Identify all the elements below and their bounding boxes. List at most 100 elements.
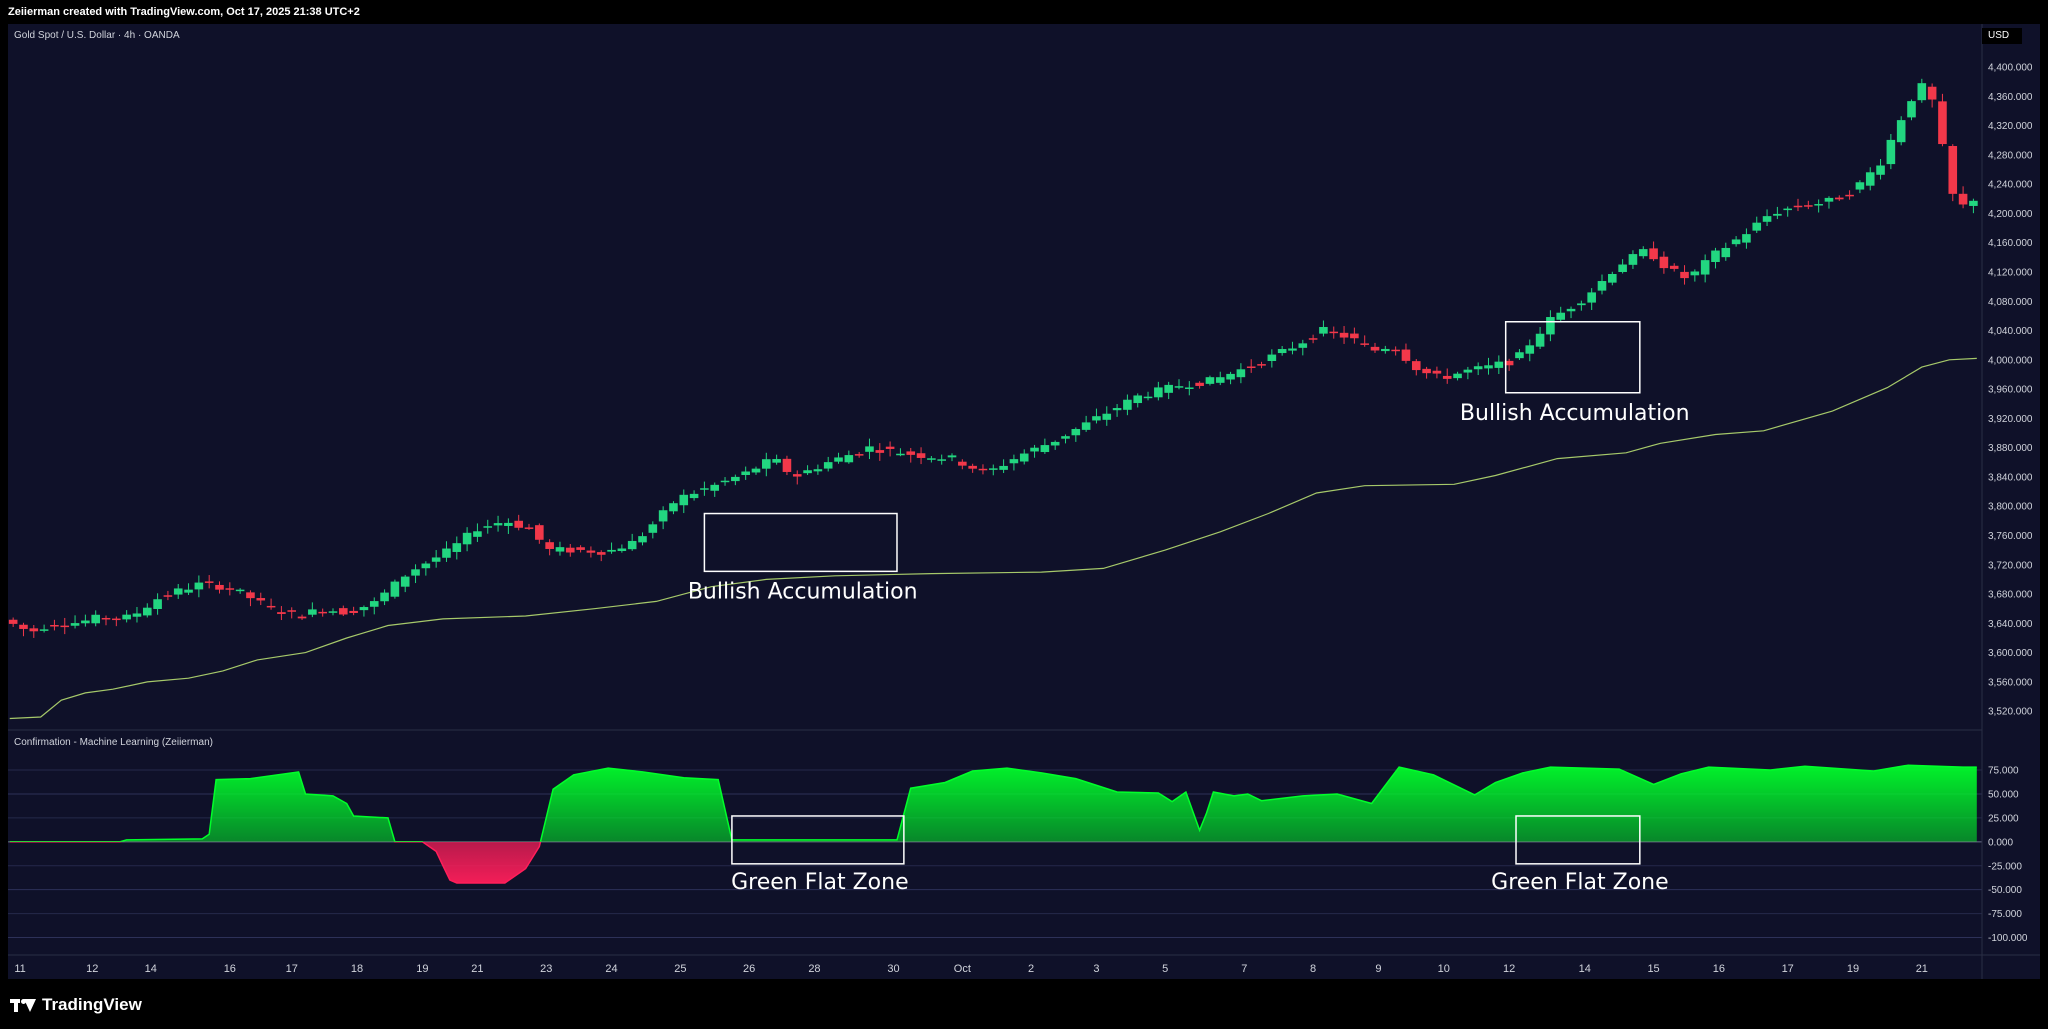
candle-body [1370, 346, 1380, 351]
candle-body [266, 605, 276, 608]
candle-body [1793, 205, 1803, 208]
candle-body [308, 609, 317, 615]
moving-average-line [9, 357, 1977, 720]
candle-body [1081, 422, 1091, 430]
candle-body [1040, 445, 1050, 453]
price-tick-label: 3,960.000 [1988, 385, 2033, 396]
candle-body [689, 493, 699, 499]
time-tick-label: 21 [471, 963, 483, 975]
time-tick-label: 14 [1579, 963, 1591, 975]
candle-body [1628, 254, 1638, 265]
candle-body [1711, 250, 1720, 262]
candle-body [1432, 370, 1442, 374]
annotation-label: Bullish Accumulation [688, 579, 918, 604]
candle-body [400, 576, 410, 587]
candle-body [1504, 360, 1514, 366]
osc-negative-area [422, 841, 541, 883]
candle-body [235, 589, 245, 592]
candle-body [1556, 312, 1566, 320]
candle-body [1969, 200, 1978, 206]
candle-body [246, 592, 255, 599]
candle-body [277, 612, 286, 614]
candle-body [452, 543, 462, 552]
candle-body [792, 474, 802, 477]
candle-body [1050, 441, 1060, 446]
candle-body [112, 618, 121, 621]
annotation-label: Green Flat Zone [731, 870, 909, 895]
time-tick-label: 28 [808, 963, 820, 975]
currency-badge[interactable]: USD [1982, 28, 2022, 44]
candle-body [524, 527, 534, 529]
time-tick-label: 19 [1847, 963, 1859, 975]
price-tick-label: 3,800.000 [1988, 502, 2033, 513]
candle-body [8, 619, 18, 624]
price-chart-svg[interactable]: Bullish Accumulation Bullish Accumulation… [0, 0, 2048, 979]
candle-body [1143, 396, 1153, 399]
candle-body [607, 549, 616, 552]
candle-body [1071, 428, 1081, 436]
watermark-text: Zeiierman created with TradingView.com, … [8, 6, 360, 18]
time-tick-label: 7 [1241, 963, 1247, 975]
candle-body [885, 446, 895, 449]
candle-body [1907, 101, 1916, 118]
candle-body [1381, 348, 1390, 352]
osc-tick-label: -50.000 [1988, 885, 2022, 896]
time-tick-label: 12 [1503, 963, 1515, 975]
candle-body [1896, 120, 1906, 143]
price-tick-label: 4,360.000 [1988, 92, 2033, 103]
osc-tick-label: -75.000 [1988, 909, 2022, 920]
candle-body [287, 610, 297, 612]
annotation-label: Bullish Accumulation [1460, 401, 1690, 426]
candle-body [1215, 377, 1225, 383]
candles [8, 78, 1978, 638]
candle-body [555, 547, 565, 552]
tradingview-logo[interactable]: TradingView [10, 995, 142, 1015]
candle-body [1009, 459, 1019, 464]
candle-body [1350, 333, 1359, 339]
candle-body [720, 480, 730, 483]
candle-body [1515, 352, 1524, 359]
candle-body [1401, 349, 1411, 361]
candle-body [1298, 343, 1308, 348]
price-tick-label: 3,720.000 [1988, 560, 2033, 571]
candle-body [1804, 205, 1813, 207]
candle-body [916, 453, 926, 458]
candle-body [1824, 197, 1834, 202]
candle-body [937, 459, 946, 461]
candle-body [1174, 386, 1184, 388]
time-tick-label: 14 [145, 963, 157, 975]
candle-body [60, 625, 70, 628]
time-tick-label: 5 [1162, 963, 1168, 975]
candle-body [762, 459, 771, 469]
candle-body [19, 624, 28, 629]
candle-body [70, 623, 80, 626]
price-tick-label: 3,760.000 [1988, 531, 2033, 542]
candle-body [1185, 387, 1194, 389]
candle-body [359, 607, 369, 611]
candle-body [1566, 308, 1576, 312]
price-tick-label: 3,560.000 [1988, 677, 2033, 688]
candle-body [421, 563, 431, 569]
candle-body [1927, 86, 1937, 100]
candle-body [834, 457, 843, 462]
candle-body [1876, 165, 1885, 175]
indicator-title: Confirmation - Machine Learning (Zeiierm… [14, 737, 213, 748]
osc-tick-label: 50.000 [1988, 789, 2019, 800]
candle-body [947, 455, 957, 458]
candle-body [1659, 256, 1669, 269]
candle-body [369, 601, 379, 607]
candle-body [1597, 281, 1607, 291]
time-tick-label: 8 [1310, 963, 1316, 975]
candle-body [1112, 408, 1122, 411]
candle-body [1092, 416, 1101, 421]
candle-body [679, 494, 689, 506]
time-tick-label: 25 [674, 963, 686, 975]
symbol-label: Gold Spot / U.S. Dollar · 4h · OANDA [14, 30, 180, 41]
annotations: Bullish Accumulation Bullish Accumulation… [688, 321, 1690, 895]
candle-body [1855, 182, 1865, 190]
price-tick-label: 3,880.000 [1988, 443, 2033, 454]
candle-body [1587, 292, 1596, 303]
candle-body [256, 598, 266, 601]
time-tick-label: 17 [286, 963, 298, 975]
annotation-box [731, 815, 905, 865]
